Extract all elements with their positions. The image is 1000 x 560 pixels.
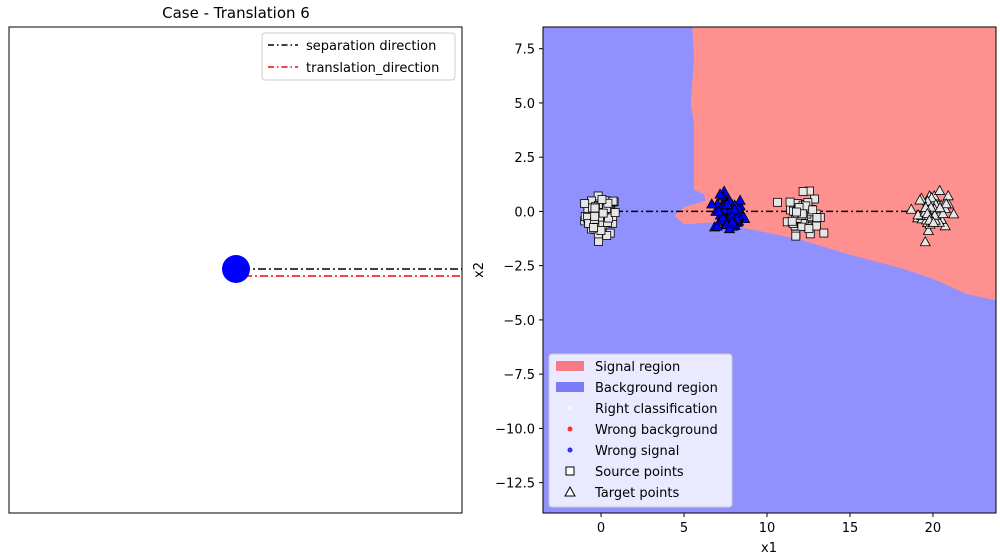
- x-ticks: 0 5 10 15 20: [597, 513, 941, 536]
- source-point: [604, 213, 614, 223]
- target-point: [922, 224, 935, 235]
- legend-label: Background region: [595, 381, 718, 396]
- source-point: [804, 224, 814, 234]
- source-point: [798, 187, 808, 196]
- target-point: [905, 203, 918, 214]
- x-tick-label: 10: [759, 521, 776, 536]
- y-tick-label: −2.5: [503, 260, 535, 275]
- legend-label: Right classification: [595, 402, 717, 417]
- data-points: [580, 184, 960, 247]
- source-point: [596, 226, 606, 235]
- target-point: [728, 203, 741, 214]
- legend-label: Wrong signal: [595, 444, 679, 459]
- target-point: [940, 197, 952, 209]
- source-point: [594, 236, 604, 246]
- y-ticks: 7.5 5.0 2.5 0.0 −2.5 −5.0 −7.5 −10.0 −12.5: [495, 43, 543, 492]
- y-tick-label: −10.0: [495, 422, 535, 437]
- target-point: [937, 207, 949, 218]
- source-point: [791, 231, 801, 241]
- y-tick-label: 7.5: [514, 43, 535, 58]
- target-point: [919, 235, 931, 247]
- source-point: [773, 197, 782, 207]
- legend-triangle: [564, 485, 576, 497]
- source-point: [598, 208, 608, 218]
- legend-patch: [556, 382, 584, 392]
- left-title: Case - Translation 6: [162, 4, 310, 22]
- source-point: [589, 223, 598, 233]
- right-legend: Signal region Background region Right clas…: [548, 353, 733, 508]
- legend-square: [565, 466, 575, 476]
- y-tick-label: 5.0: [514, 97, 535, 112]
- y-tick-label: −12.5: [495, 477, 535, 492]
- target-point: [942, 190, 954, 201]
- source-point: [590, 211, 600, 221]
- target-point: [721, 198, 733, 209]
- left-legend: separation direction translation_directi…: [261, 32, 456, 81]
- right-axes-frame: [542, 26, 997, 514]
- x-tick-label: 0: [597, 521, 605, 536]
- target-point: [723, 222, 736, 234]
- target-point: [717, 211, 729, 222]
- source-point: [590, 203, 600, 213]
- left-panel: Case - Translation 6 separation directio…: [8, 4, 463, 514]
- left-blue-marker: [222, 255, 250, 283]
- source-point: [819, 228, 829, 238]
- y-tick-label: −7.5: [503, 368, 535, 383]
- y-tick-label: 2.5: [514, 151, 535, 166]
- y-axis-label: x2: [472, 262, 487, 278]
- signal-region: [674, 27, 996, 301]
- legend-dot: [567, 447, 573, 453]
- source-point: [808, 205, 818, 215]
- y-tick-label: −5.0: [503, 314, 535, 329]
- target-point: [927, 216, 940, 227]
- target-point: [706, 198, 718, 209]
- source-point: [785, 197, 795, 207]
- source-point: [580, 199, 590, 208]
- target-point: [726, 215, 738, 227]
- target-point: [934, 201, 946, 213]
- target-point: [712, 205, 725, 216]
- source-point: [610, 208, 620, 218]
- right-panel: 0 5 10 15 20 7.5 5.0 2.5 0.0 −2.5 −5.0 −7.5 −10.0 −1…: [472, 26, 997, 556]
- source-point: [787, 216, 797, 226]
- y-tick-label: 0.0: [514, 205, 535, 220]
- legend-dot: [567, 426, 573, 432]
- left-legend-box: [261, 32, 456, 81]
- target-point: [947, 208, 960, 219]
- target-point: [914, 194, 926, 205]
- target-point: [711, 220, 723, 231]
- source-point: [812, 221, 821, 231]
- source-point: [597, 195, 607, 204]
- legend-label: Target points: [594, 486, 680, 501]
- target-point: [912, 209, 924, 220]
- x-tick-label: 5: [680, 521, 688, 536]
- source-point: [812, 213, 822, 223]
- x-axis-label: x1: [761, 541, 777, 556]
- legend-label-separation: separation direction: [306, 39, 436, 54]
- target-point: [933, 184, 946, 195]
- right-legend-box: [548, 353, 733, 508]
- legend-label: Wrong background: [595, 423, 718, 438]
- legend-patch: [556, 361, 584, 371]
- legend-dot: [567, 405, 573, 411]
- legend-label: Signal region: [595, 360, 680, 375]
- legend-label-translation: translation_direction: [306, 61, 439, 76]
- target-point: [714, 188, 726, 199]
- x-tick-label: 20: [925, 521, 942, 536]
- source-point: [602, 231, 612, 240]
- source-point: [792, 207, 801, 217]
- x-tick-label: 15: [842, 521, 859, 536]
- left-lines: [222, 255, 462, 283]
- legend-label: Source points: [595, 465, 684, 480]
- target-point: [734, 194, 746, 205]
